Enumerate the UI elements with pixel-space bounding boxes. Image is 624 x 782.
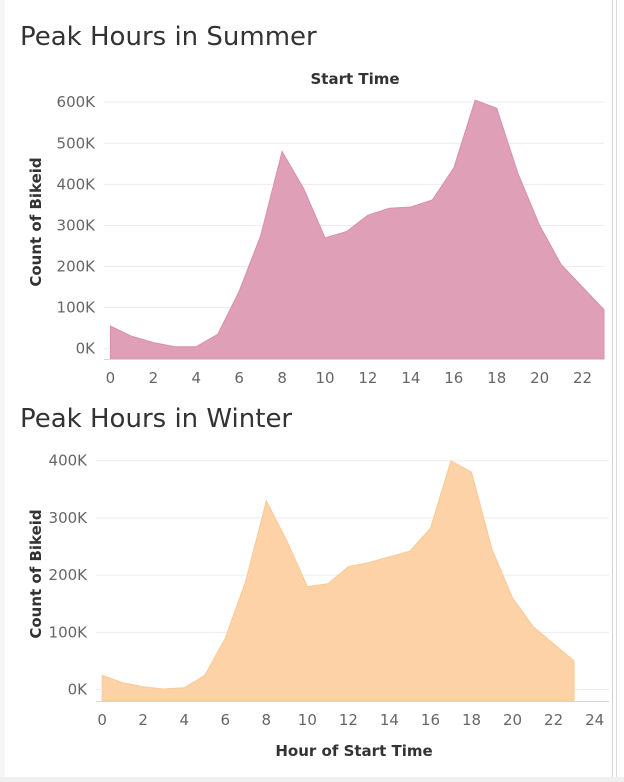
w-data-point[interactable] bbox=[510, 596, 515, 601]
winter-chart-title: Peak Hours in Winter bbox=[20, 404, 293, 434]
w-data-point[interactable] bbox=[366, 560, 371, 565]
w-y-tick-label: 0K bbox=[68, 681, 89, 699]
s-y-tick-label: 300K bbox=[57, 216, 97, 234]
s-y-tick-label: 100K bbox=[57, 299, 97, 317]
w-data-point[interactable] bbox=[408, 549, 413, 554]
s-x-tick-label: 20 bbox=[530, 369, 549, 387]
w-x-tick-label: 20 bbox=[503, 711, 522, 729]
w-x-tick-label: 14 bbox=[380, 711, 399, 729]
winter-y-axis: 0K 100K 200K 300K 400K bbox=[49, 452, 89, 699]
s-x-tick-label: 10 bbox=[315, 369, 334, 387]
w-data-point[interactable] bbox=[243, 578, 248, 583]
w-data-point[interactable] bbox=[325, 581, 330, 586]
w-x-tick-label: 4 bbox=[179, 711, 189, 729]
s-x-tick-label: 18 bbox=[487, 369, 506, 387]
w-x-tick-label: 22 bbox=[544, 711, 563, 729]
w-x-tick-label: 16 bbox=[421, 711, 440, 729]
w-data-point[interactable] bbox=[469, 470, 474, 475]
s-x-tick-label: 16 bbox=[444, 369, 463, 387]
w-area-fill[interactable] bbox=[101, 459, 575, 702]
s-y-tick-label: 500K bbox=[57, 134, 97, 152]
s-x-tick-label: 8 bbox=[277, 369, 287, 387]
w-data-point[interactable] bbox=[449, 458, 454, 463]
s-x-tick-label: 12 bbox=[358, 369, 377, 387]
w-y-tick-label: 200K bbox=[49, 566, 89, 584]
w-x-tick-label: 10 bbox=[298, 711, 317, 729]
w-data-point[interactable] bbox=[531, 624, 536, 629]
s-x-tick-label: 6 bbox=[234, 369, 244, 387]
s-y-tick-label: 200K bbox=[57, 258, 97, 276]
s-area-fill[interactable] bbox=[109, 99, 605, 360]
summer-y-axis-title: Count of Bikeid bbox=[27, 157, 45, 286]
summer-area-series bbox=[109, 99, 605, 360]
w-data-point[interactable] bbox=[305, 584, 310, 589]
w-data-point[interactable] bbox=[346, 564, 351, 569]
s-x-tick-label: 4 bbox=[192, 369, 202, 387]
s-x-tick-label: 14 bbox=[401, 369, 420, 387]
w-data-point[interactable] bbox=[120, 680, 125, 685]
w-data-point[interactable] bbox=[387, 554, 392, 559]
w-data-point[interactable] bbox=[223, 636, 228, 641]
s-x-tick-label: 2 bbox=[149, 369, 159, 387]
summer-y-axis: 0K 100K 200K 300K 400K 500K 600K bbox=[57, 93, 97, 358]
w-data-point[interactable] bbox=[428, 526, 433, 531]
summer-area-chart[interactable]: 0 2 4 6 8 10 12 14 16 18 20 22 0K 100K 200K 300K 400K 50… bbox=[0, 0, 624, 400]
s-y-tick-label: 0K bbox=[76, 340, 97, 358]
w-data-point[interactable] bbox=[100, 673, 105, 678]
w-data-point[interactable] bbox=[141, 684, 146, 689]
winter-x-axis-title: Hour of Start Time bbox=[275, 742, 432, 760]
w-data-point[interactable] bbox=[161, 687, 166, 692]
summer-x-axis: 0 2 4 6 8 10 12 14 16 18 20 22 bbox=[104, 359, 604, 387]
s-x-tick-label: 0 bbox=[106, 369, 116, 387]
w-y-tick-label: 100K bbox=[49, 623, 89, 641]
w-y-tick-label: 400K bbox=[49, 452, 89, 470]
summer-header-label: Start Time bbox=[310, 70, 399, 88]
s-x-tick-label: 22 bbox=[573, 369, 592, 387]
right-border-outer bbox=[616, 0, 617, 782]
w-data-point[interactable] bbox=[284, 538, 289, 543]
w-data-point[interactable] bbox=[264, 498, 269, 503]
w-data-point[interactable] bbox=[490, 547, 495, 552]
winter-area-series bbox=[100, 458, 577, 702]
winter-x-axis: 0 2 4 6 8 10 12 14 16 18 20 22 24 bbox=[96, 701, 609, 729]
w-data-point[interactable] bbox=[182, 685, 187, 690]
summer-chart-title: Peak Hours in Summer bbox=[20, 22, 317, 52]
s-y-tick-label: 600K bbox=[57, 93, 97, 111]
w-x-tick-label: 18 bbox=[462, 711, 481, 729]
right-border bbox=[612, 0, 613, 782]
w-x-tick-label: 0 bbox=[97, 711, 107, 729]
w-x-tick-label: 6 bbox=[221, 711, 231, 729]
w-data-point[interactable] bbox=[551, 641, 556, 646]
w-y-tick-label: 300K bbox=[49, 509, 89, 527]
bottom-border bbox=[0, 777, 624, 782]
w-x-tick-label: 2 bbox=[138, 711, 148, 729]
w-x-tick-label: 8 bbox=[262, 711, 272, 729]
w-x-tick-label: 12 bbox=[339, 711, 358, 729]
w-x-tick-label: 24 bbox=[585, 711, 604, 729]
winter-y-axis-title: Count of Bikeid bbox=[27, 509, 45, 638]
left-gutter bbox=[0, 0, 5, 782]
w-data-point[interactable] bbox=[572, 659, 577, 664]
w-data-point[interactable] bbox=[202, 673, 207, 678]
s-y-tick-label: 400K bbox=[57, 175, 97, 193]
